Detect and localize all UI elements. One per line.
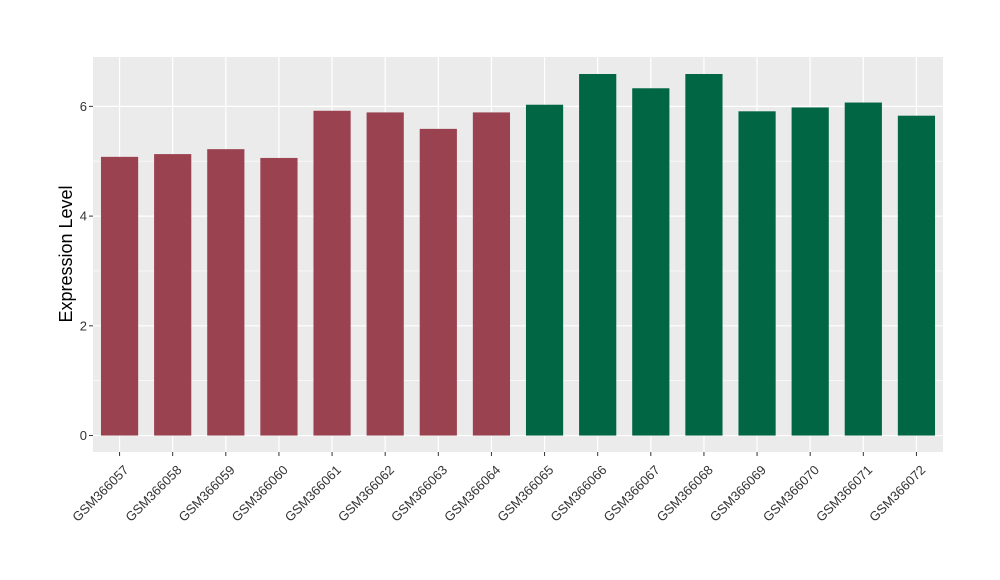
- x-tick-label: GSM366071: [813, 462, 875, 524]
- x-tick-label: GSM366059: [175, 462, 237, 524]
- bar-GSM366067: [632, 88, 670, 436]
- bar-GSM366066: [579, 74, 617, 436]
- x-tick-label: GSM366063: [388, 462, 450, 524]
- bar-GSM366072: [897, 115, 936, 436]
- bar-GSM366062: [366, 112, 404, 436]
- bar-GSM366069: [738, 111, 776, 436]
- x-tick-label: GSM366062: [335, 462, 397, 524]
- bar-GSM366061: [313, 110, 351, 436]
- x-tick-label: GSM366058: [122, 462, 184, 524]
- x-tick-label: GSM366061: [282, 462, 344, 524]
- x-tick-label: GSM366069: [707, 462, 769, 524]
- y-tick-label: 6: [80, 99, 87, 114]
- bar-GSM366059: [207, 149, 245, 436]
- x-tick-label: GSM366070: [760, 462, 822, 524]
- y-tick-label: 2: [80, 318, 87, 333]
- bar-GSM366070: [791, 107, 829, 436]
- y-tick-label: 0: [80, 428, 87, 443]
- x-tick-label: GSM366066: [547, 462, 609, 524]
- x-tick-label: GSM366064: [441, 462, 503, 524]
- bar-GSM366064: [472, 112, 511, 436]
- bars: [100, 74, 936, 436]
- x-tick-label: GSM366068: [654, 462, 716, 524]
- x-axis: GSM366057GSM366058GSM366059GSM366060GSM3…: [69, 452, 928, 525]
- bar-GSM366065: [525, 104, 564, 436]
- y-tick-label: 4: [80, 209, 87, 224]
- bar-GSM366071: [844, 102, 882, 436]
- bar-GSM366068: [685, 74, 723, 436]
- x-tick-label: GSM366065: [494, 462, 556, 524]
- y-axis-title: Expression Level: [56, 185, 76, 322]
- y-axis: 0 2 4 6: [80, 99, 93, 443]
- bar-GSM366057: [100, 156, 139, 436]
- bar-GSM366060: [260, 157, 298, 436]
- bar-GSM366058: [154, 154, 192, 436]
- bar-GSM366063: [419, 128, 457, 436]
- x-tick-label: GSM366067: [600, 462, 662, 524]
- x-tick-label: GSM366060: [229, 462, 291, 524]
- x-tick-label: GSM366057: [69, 462, 131, 524]
- x-tick-label: GSM366072: [866, 462, 928, 524]
